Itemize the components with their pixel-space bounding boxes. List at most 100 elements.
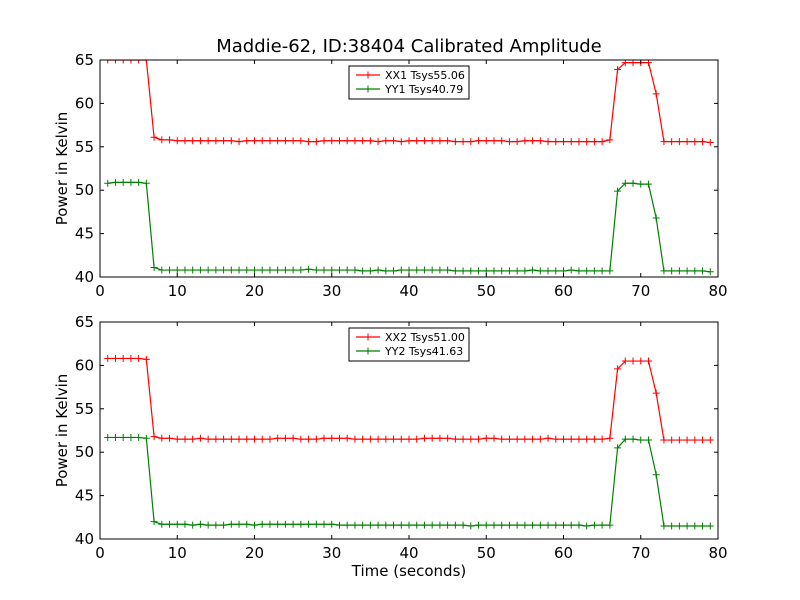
data-point [590, 138, 598, 146]
data-point [220, 266, 228, 274]
data-point [212, 435, 220, 443]
data-point [598, 435, 606, 443]
data-point [150, 433, 158, 441]
data-point [513, 138, 521, 146]
data-point [251, 137, 258, 145]
data-point [397, 521, 405, 529]
data-point [181, 520, 189, 528]
data-point [405, 266, 413, 274]
data-point [444, 434, 452, 442]
data-point [235, 435, 243, 443]
data-point [706, 268, 714, 276]
data-point [459, 521, 467, 529]
legend-marker [364, 347, 372, 355]
data-point [374, 138, 382, 146]
x-tick-label: 10 [168, 544, 187, 562]
data-point [390, 521, 398, 529]
data-point [158, 434, 166, 442]
data-point [614, 444, 622, 452]
data-point [529, 266, 537, 274]
data-point [475, 521, 483, 529]
data-point [529, 435, 537, 443]
data-point [204, 435, 212, 443]
data-point [382, 267, 390, 275]
x-tick-label: 30 [322, 282, 341, 300]
data-point [467, 267, 475, 275]
data-point [683, 522, 691, 530]
data-point [119, 354, 127, 362]
data-point [699, 436, 707, 444]
data-point [212, 266, 220, 274]
legend-box [348, 327, 470, 362]
data-point [227, 435, 235, 443]
data-point [104, 60, 112, 64]
data-point [281, 520, 289, 528]
data-point [212, 137, 220, 145]
data-point [127, 178, 135, 186]
data-point [521, 267, 529, 275]
data-point [668, 522, 676, 530]
data-point [675, 436, 683, 444]
data-point [359, 521, 367, 529]
data-point [142, 434, 150, 442]
data-point [467, 435, 475, 443]
data-point [590, 267, 598, 275]
data-point [274, 520, 282, 528]
data-point [544, 138, 552, 146]
data-point [266, 137, 274, 145]
data-point [536, 435, 544, 443]
legend-marker [364, 71, 372, 79]
data-point [382, 521, 390, 529]
data-point [706, 436, 714, 444]
data-point [142, 60, 150, 64]
x-tick-label: 0 [95, 544, 105, 562]
data-point [482, 521, 490, 529]
data-point [235, 138, 243, 146]
data-point [467, 522, 475, 530]
data-point [274, 137, 282, 145]
data-point [668, 436, 676, 444]
data-point [420, 266, 428, 274]
data-point [274, 266, 282, 274]
data-point [691, 522, 699, 530]
data-point [328, 520, 336, 528]
series-2 [104, 433, 714, 530]
data-point [536, 521, 544, 529]
data-point [281, 434, 289, 442]
data-point [521, 435, 529, 443]
data-point [436, 266, 444, 274]
data-point [382, 435, 390, 443]
data-point [428, 137, 436, 145]
data-point [382, 137, 390, 145]
data-point [297, 137, 305, 145]
data-point [451, 521, 459, 529]
data-point [181, 137, 189, 145]
data-point [204, 266, 212, 274]
data-point [683, 436, 691, 444]
data-point [227, 266, 235, 274]
data-point [104, 179, 112, 187]
data-point [699, 522, 707, 530]
legend-marker [364, 85, 372, 93]
data-point [451, 267, 459, 275]
data-point [166, 434, 174, 442]
x-tick-label: 70 [631, 544, 650, 562]
data-point [629, 179, 637, 187]
data-point [366, 267, 374, 275]
data-point [420, 434, 428, 442]
data-point [444, 521, 452, 529]
data-point [343, 434, 351, 442]
x-tick-label: 50 [477, 282, 496, 300]
data-point [652, 471, 660, 479]
x-tick-label: 0 [95, 282, 105, 300]
data-point [668, 138, 676, 146]
data-point [498, 435, 506, 443]
data-point [135, 354, 143, 362]
data-point [598, 138, 606, 146]
data-point [490, 137, 498, 145]
data-point [220, 137, 228, 145]
data-point [173, 435, 181, 443]
x-tick-label: 70 [631, 282, 650, 300]
